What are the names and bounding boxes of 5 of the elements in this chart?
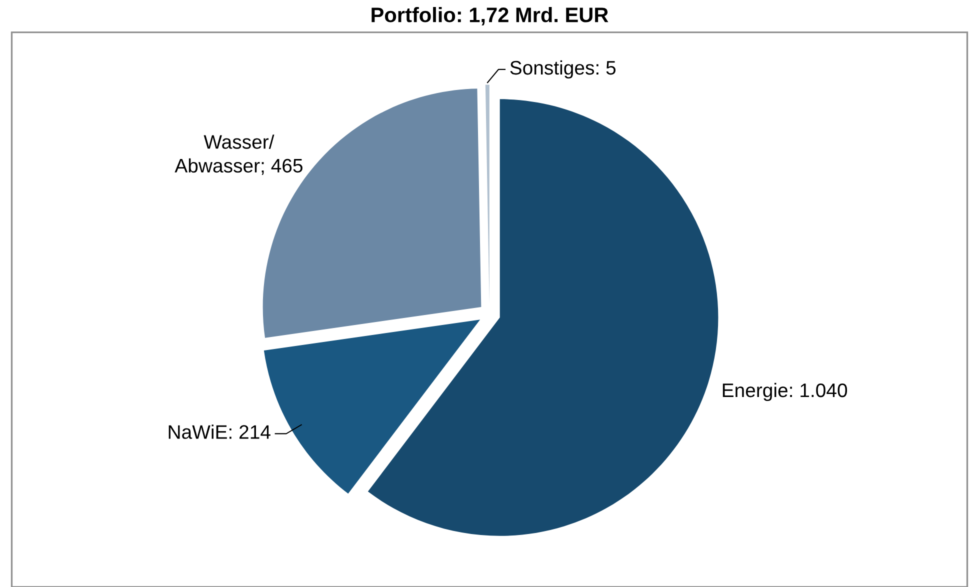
slice-label: NaWiE: 214 xyxy=(168,424,270,439)
slice-label: Energie: 1.040 xyxy=(722,382,848,402)
slice-label: Sonstiges: 5 xyxy=(510,60,616,79)
chart-title: Portfolio: 1,72 Mrd. EUR xyxy=(372,6,608,26)
slice-label: Wasser/ Abwasser; 465 xyxy=(174,134,302,175)
